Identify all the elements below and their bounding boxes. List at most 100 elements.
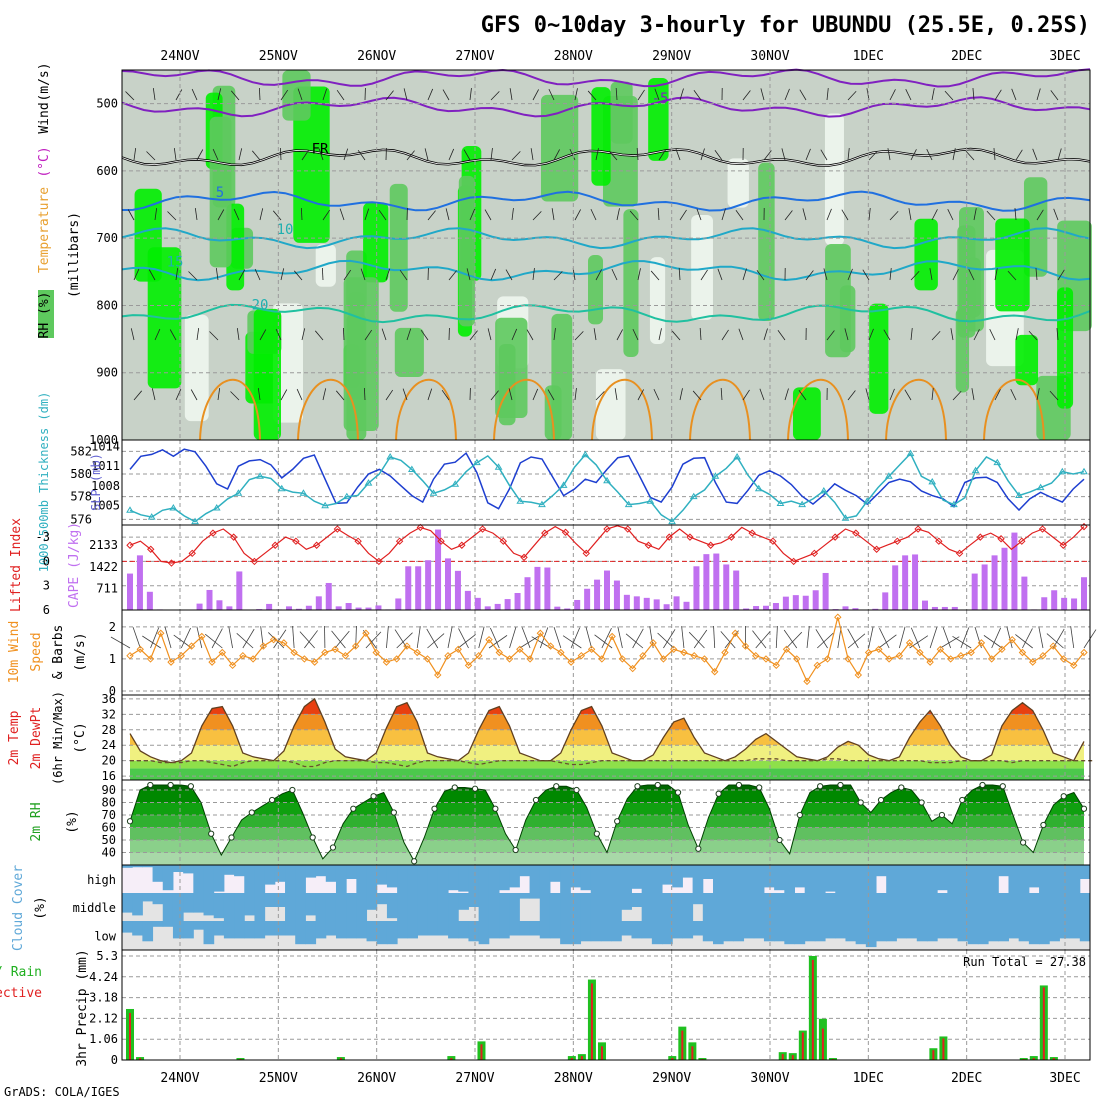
date-label-top: 24NOV — [160, 49, 199, 64]
axis-label-cloud: Cloud Cover — [11, 865, 26, 951]
wind-barb-10m — [910, 627, 921, 649]
wind-barb — [952, 269, 959, 281]
lifted-index-tick-label: 3 — [43, 579, 50, 593]
cloud-bar — [570, 893, 582, 921]
wind-barb — [965, 150, 975, 161]
wind-barb-10m — [489, 627, 500, 649]
wind-barb — [1057, 269, 1065, 281]
cloud-bar — [621, 921, 632, 936]
cape-bar — [1081, 577, 1087, 610]
wind-barb — [931, 88, 935, 101]
precip-conv-bar — [791, 1055, 794, 1060]
cape-bar — [971, 573, 978, 610]
wind-barb — [615, 88, 618, 101]
wind-barb-10m — [562, 635, 582, 649]
wind-barb — [868, 208, 871, 221]
wind-barb-10m — [815, 629, 828, 649]
cape-bar — [1001, 547, 1008, 610]
wind-barb-10m — [688, 631, 705, 649]
rh-patch — [315, 244, 336, 287]
wind-barb-10m — [878, 634, 897, 649]
pressure-tick-label: 800 — [96, 298, 118, 312]
cloud-bar — [947, 865, 959, 893]
precip-tick-label: 3.18 — [89, 991, 118, 1005]
cape-bar — [425, 560, 432, 610]
wind-barb — [826, 88, 829, 101]
wind-barb — [742, 389, 750, 401]
thickness-marker — [906, 449, 915, 457]
wind-speed-marker — [772, 661, 780, 670]
cloud-bar — [967, 893, 979, 921]
cape-bar — [792, 595, 799, 610]
cloud-bar — [254, 921, 266, 939]
panel-bg — [122, 950, 1090, 1060]
wind-speed-marker — [895, 652, 904, 660]
wind-barb — [238, 269, 246, 281]
wind-barb — [236, 328, 240, 341]
cloud-bar — [712, 893, 724, 921]
lifted-index-marker — [312, 541, 321, 549]
cloud-bar — [335, 865, 347, 893]
wind-barb — [931, 330, 941, 341]
wind-barb — [847, 90, 857, 101]
wind-barb — [1036, 88, 1041, 101]
wind-speed-marker — [1018, 648, 1027, 657]
axis-label-temperature: Temperature — [37, 187, 52, 273]
cloud-bar — [264, 893, 276, 907]
wind-barb-10m — [657, 632, 674, 649]
rh-marker — [350, 805, 357, 812]
wind-barb — [336, 89, 345, 101]
cloud-bar — [386, 865, 398, 888]
cape-bar — [395, 598, 402, 610]
cape-bar — [604, 570, 610, 610]
wind-barb — [756, 270, 765, 281]
cloud-bar — [142, 921, 154, 942]
cape-bar — [1021, 576, 1028, 610]
rh-marker — [898, 784, 905, 791]
wind-barb-10m — [783, 629, 798, 649]
wind-tick-label: 1 — [109, 652, 116, 666]
cloud-bar — [468, 865, 480, 893]
lifted-index-marker — [1038, 525, 1047, 533]
cloud-bar — [448, 921, 459, 939]
cloud-bar — [651, 865, 663, 893]
wind-barb — [721, 329, 729, 341]
wind-speed-marker — [300, 655, 309, 663]
wind-barb — [650, 270, 660, 281]
lifted-index-marker — [603, 525, 611, 533]
cloud-bar — [886, 893, 897, 921]
wind-speed-marker — [167, 658, 175, 666]
cloud-bar — [356, 921, 368, 939]
cloud-bar — [876, 865, 887, 877]
cloud-bar — [947, 921, 959, 939]
cloud-bar — [509, 921, 520, 936]
wind-barb-10m — [228, 626, 233, 649]
wind-speed-marker — [475, 652, 483, 660]
wind-barb — [293, 270, 303, 281]
cloud-bar — [825, 921, 836, 939]
wind-barb — [448, 270, 457, 281]
cape-bar — [941, 606, 948, 610]
cloud-bar — [896, 865, 908, 893]
cape-bar — [554, 606, 561, 610]
rh-marker — [715, 790, 722, 797]
rh-marker — [735, 781, 743, 789]
cape-bar — [1051, 590, 1058, 610]
wind-barb-10m — [1038, 626, 1044, 649]
wind-barb — [889, 210, 899, 221]
wind-barb — [777, 330, 786, 341]
cloud-bar — [560, 865, 571, 893]
wind-speed-marker — [126, 652, 134, 660]
wind-barb-10m — [386, 626, 389, 649]
cloud-bar — [274, 921, 286, 936]
axis-label-wind-unit: (m/s) — [37, 62, 52, 101]
wind-barb — [399, 269, 408, 281]
wind-barb — [280, 89, 289, 101]
lifted-index-marker — [706, 541, 715, 549]
cape-lifted-index-panel: -3 0 3 6 2133 1422 711 Lifted Index CAPE (J/kg) — [9, 518, 1091, 617]
wind-barb — [403, 88, 408, 101]
thickness-marker — [1015, 491, 1023, 499]
wind-barb — [509, 88, 513, 101]
wind-10m-panel: 0 1 2 10m Wind Speed & Barbs (m/s) — [7, 609, 1097, 698]
wind-barb — [629, 210, 639, 221]
